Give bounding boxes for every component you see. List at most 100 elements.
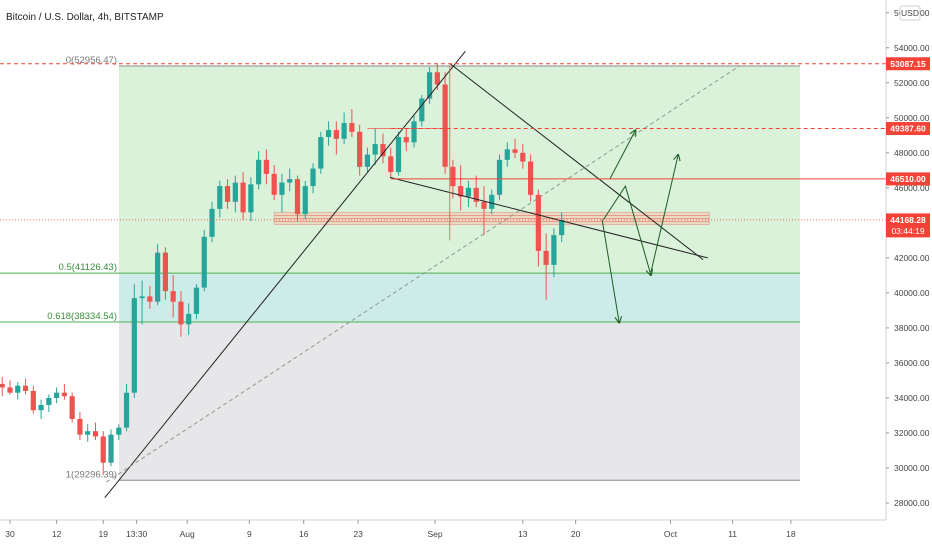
fib-zone-0-0.5	[119, 66, 800, 274]
price-axis-tick-label: 46000.00	[894, 183, 930, 193]
candle-body	[256, 159, 262, 185]
candle-body	[349, 123, 355, 132]
fib-zone-0.618-1	[119, 322, 800, 481]
candle-body	[450, 166, 456, 187]
candle-body	[209, 208, 215, 237]
candle-body	[178, 301, 184, 325]
time-axis-tick-label: 18	[786, 529, 796, 539]
candle-body	[496, 159, 503, 195]
candle-body	[318, 137, 324, 169]
candle-body	[279, 182, 285, 195]
projection-arrow	[603, 184, 651, 275]
time-axis[interactable]: 30 12 19 13:30 Aug 9 16 23 Sep 13 20 Oct 11 18	[0, 519, 932, 550]
price-level-badge	[886, 122, 930, 136]
price-axis-tick-label: 42000.00	[894, 253, 930, 263]
price-axis-tick-label: 28000.00	[894, 498, 930, 508]
trendlines	[104, 50, 741, 499]
price-axis-tick-label: 30000.00	[894, 463, 930, 473]
candle-body	[434, 72, 440, 85]
candle-body	[108, 434, 114, 463]
fib-level-label: 1(29296.39)	[66, 469, 117, 480]
candle-body	[426, 72, 433, 99]
fib-labels: 0(52956.47) 0.5(41126.43) 0.618(38334.54) 1…	[47, 55, 117, 480]
time-axis-tick-label: Aug	[180, 529, 195, 539]
candle-body	[162, 252, 168, 292]
candle-body	[46, 397, 52, 405]
candle-body	[395, 137, 402, 173]
candle-body	[403, 137, 409, 143]
fib-zone-0.5-0.618	[119, 273, 800, 323]
candle-body	[155, 252, 161, 302]
candlesticks	[0, 63, 565, 475]
candle-body	[100, 436, 106, 463]
candle-body	[116, 427, 122, 435]
candle-body	[217, 186, 223, 209]
candle-body	[224, 186, 231, 202]
trendline	[449, 63, 704, 261]
candle-body	[22, 385, 29, 391]
time-axis-tick-label: 13:30	[126, 529, 148, 539]
candle-body	[411, 121, 417, 143]
candle-body	[271, 173, 277, 195]
price-axis-tick-label: 48000.00	[894, 148, 930, 158]
candle-body	[302, 186, 308, 215]
candle-body	[442, 84, 448, 167]
candle-body	[559, 219, 565, 236]
time-axis-bg	[0, 520, 932, 550]
candle-body	[543, 250, 549, 265]
candle-body	[341, 123, 347, 139]
candle-body	[465, 187, 472, 197]
candle-body	[232, 182, 238, 202]
candle-countdown: 03:44:19	[891, 226, 924, 236]
chart-title: Bitcoin / U.S. Dollar, 4h, BITSTAMP	[6, 12, 164, 23]
trendline	[104, 50, 466, 499]
price-level-badge	[886, 172, 930, 186]
projection-arrow	[650, 155, 678, 273]
candle-body	[69, 396, 75, 419]
candle-body	[372, 144, 378, 155]
candle-body	[240, 182, 246, 213]
fib-level-label: 0.618(38334.54)	[47, 311, 117, 322]
price-axis[interactable]: 28000.00 30000.00 32000.00 34000.00 36000.00…	[885, 0, 932, 520]
candle-body	[551, 235, 557, 265]
fib-level-label: 0.5(41126.43)	[59, 262, 117, 273]
candle-body	[7, 387, 13, 393]
time-axis-tick-label: 30	[5, 529, 15, 539]
price-level-value: 49387.60	[890, 124, 926, 134]
candle-body	[364, 154, 371, 167]
price-axis-tick-label: 36000.00	[894, 358, 930, 368]
candle-body	[520, 152, 526, 162]
price-axis-tick-label: 50000.00	[894, 113, 930, 123]
candle-body	[61, 392, 67, 397]
price-axis-tick-label: 54000.00	[894, 43, 930, 53]
time-axis-tick-label: 9	[247, 529, 252, 539]
candle-body	[85, 431, 91, 435]
candle-body	[481, 201, 487, 209]
candle-body	[170, 291, 176, 302]
candle-body	[419, 98, 425, 122]
trendline	[389, 176, 708, 259]
candle-body	[123, 392, 130, 428]
candle-body	[388, 156, 394, 173]
price-level-value: 53087.15	[890, 59, 926, 69]
candle-body	[30, 390, 36, 411]
candle-body	[504, 149, 510, 160]
horizontal-levels	[0, 63, 886, 221]
candle-body	[527, 161, 534, 195]
time-axis-tick-label: 23	[353, 529, 363, 539]
price-level-badge	[886, 213, 930, 238]
candle-body	[263, 159, 270, 174]
time-axis-tick-label: Sep	[427, 529, 442, 539]
currency-box	[899, 5, 921, 21]
candle-body	[92, 431, 99, 437]
projection-arrow	[609, 130, 636, 180]
candle-body	[489, 194, 495, 209]
price-axis-tick-label: 32000.00	[894, 428, 930, 438]
candle-body	[15, 385, 21, 393]
time-axis-tick-label: 16	[299, 529, 309, 539]
price-axis-tick-label: 38000.00	[894, 323, 930, 333]
support-zone	[273, 211, 710, 226]
candle-body	[287, 179, 293, 183]
time-axis-tick-label: 19	[99, 529, 109, 539]
